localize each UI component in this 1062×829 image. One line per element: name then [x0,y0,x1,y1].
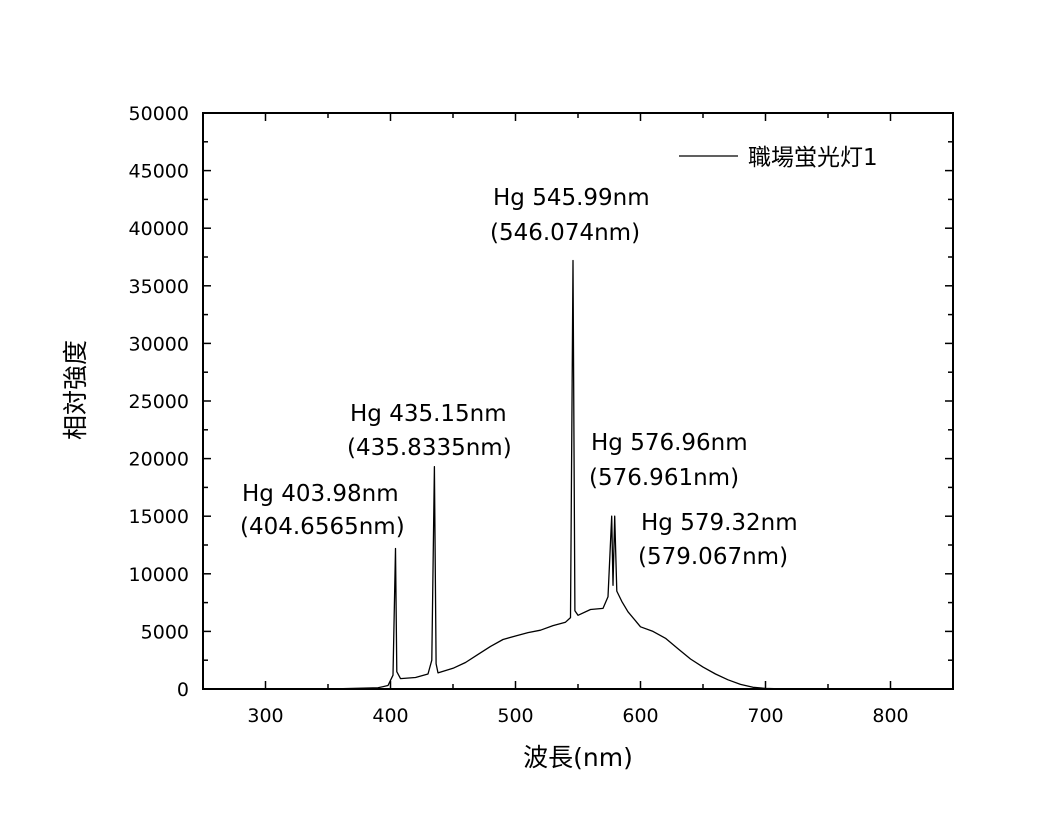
annotation-peak-435-line2: (435.8335nm) [347,435,512,461]
y-tick-label: 40000 [129,218,189,240]
y-tick-label: 5000 [141,621,189,643]
x-axis-title: 波長(nm) [523,743,633,772]
annotation-peak-545-line1: Hg 545.99nm [493,185,650,211]
y-axis-ticks: 0 5000 10000 15000 20000 25000 30000 35000 40000… [129,103,953,701]
annotation-peak-576-line1: Hg 576.96nm [591,430,748,456]
y-tick-label: 50000 [129,103,189,125]
y-tick-label: 25000 [129,391,189,413]
x-tick-label: 300 [247,705,283,727]
annotation-peak-435-line1: Hg 435.15nm [350,401,507,427]
annotation-peak-579-line1: Hg 579.32nm [641,510,798,536]
x-tick-label: 500 [497,705,533,727]
y-tick-label: 30000 [129,333,189,355]
x-tick-label: 800 [872,705,908,727]
y-tick-label: 10000 [129,564,189,586]
series-line-fluorescent-lamp [327,259,791,690]
annotation-peak-579-line2: (579.067nm) [638,544,788,570]
annotation-peak-403-line1: Hg 403.98nm [242,481,399,507]
x-tick-label: 700 [747,705,783,727]
y-tick-label: 20000 [129,449,189,471]
legend-label: 職場蛍光灯1 [748,145,878,171]
y-tick-label: 15000 [129,506,189,528]
x-tick-label: 600 [622,705,658,727]
annotation-peak-403-line2: (404.6565nm) [240,514,405,540]
x-axis-ticks: 300 400 500 600 700 800 [202,113,954,727]
legend: 職場蛍光灯1 [679,145,878,171]
annotation-peak-576-line2: (576.961nm) [589,465,739,491]
peak-annotations: Hg 403.98nm (404.6565nm) Hg 435.15nm (43… [240,185,798,570]
y-tick-label: 0 [177,679,189,701]
y-tick-label: 45000 [129,161,189,183]
y-tick-label: 35000 [129,276,189,298]
y-axis-title: 相対強度 [61,340,90,440]
annotation-peak-545-line2: (546.074nm) [490,220,640,246]
x-tick-label: 400 [372,705,408,727]
